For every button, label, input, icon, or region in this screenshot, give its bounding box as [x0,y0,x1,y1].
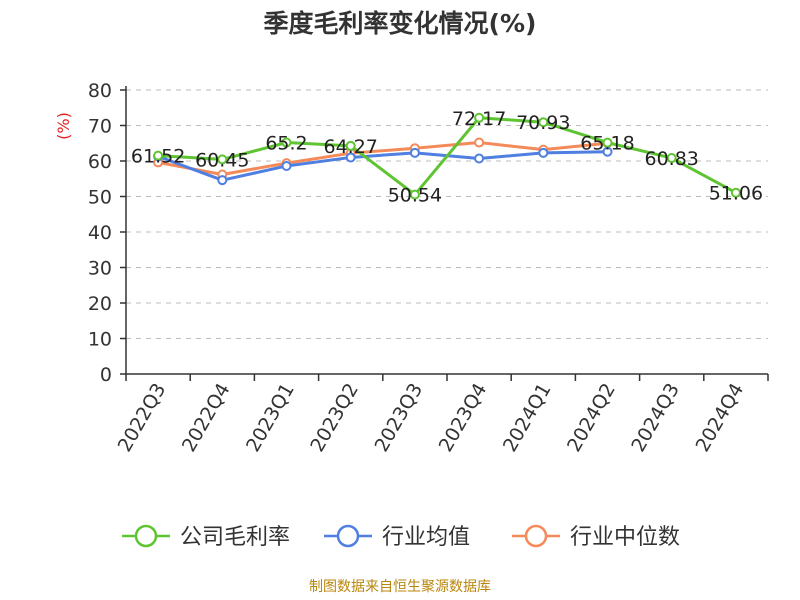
data-point [602,137,613,148]
y-tick-label: 50 [88,187,112,209]
data-point [538,147,549,158]
data-point [345,140,356,151]
data-point [217,154,228,165]
data-point [474,153,485,164]
data-label: 65.2 [265,133,307,155]
y-tick-label: 0 [100,364,112,386]
y-tick-label: 10 [88,329,112,351]
y-tick-label: 40 [88,222,112,244]
data-label: 51.06 [709,183,763,205]
data-point [217,175,228,186]
series-line [157,141,608,176]
chart-title: 季度毛利率变化情况(%) [263,9,537,38]
x-tick-label: 2022Q3 [114,380,171,456]
data-label: 61.52 [131,146,185,168]
y-tick-label: 20 [88,293,112,315]
y-tick-label: 60 [88,151,112,173]
data-point [409,147,420,158]
x-tick-label: 2023Q3 [370,380,427,456]
data-point [474,112,485,123]
data-point [281,160,292,171]
x-tick-label: 2023Q4 [435,380,492,456]
data-label: 70.93 [516,112,570,134]
data-point [602,146,613,157]
data-point [345,152,356,163]
data-point [474,137,485,148]
series-line [157,150,608,182]
y-tick-label: 30 [88,258,112,280]
legend-marker [336,524,360,548]
series-lines [153,112,741,200]
series-line [158,116,737,197]
grid-lines [126,89,768,339]
legend-marker [134,524,158,548]
y-unit-label: (%) [54,112,73,140]
x-tick-label: 2024Q3 [627,380,684,456]
data-point [281,137,292,148]
x-tick-label: 2023Q1 [242,380,299,456]
data-point [666,153,677,164]
data-label: 64.27 [323,136,377,158]
x-tick-label: 2022Q4 [178,380,235,456]
data-label: 50.54 [388,185,442,207]
data-point [538,117,549,128]
x-tick-label: 2024Q4 [691,380,748,456]
data-label: 60.83 [644,148,698,170]
data-point [409,189,420,200]
source-note: 制图数据来自恒生聚源数据库 [309,579,491,595]
y-tick-label: 70 [88,116,112,138]
legend-label: 公司毛利率 [180,525,290,550]
legend: 公司毛利率 行业均值 行业中位数 [122,524,680,550]
legend-label: 行业中位数 [570,525,680,550]
data-point [153,150,164,161]
data-point [730,187,741,198]
data-label: 65.18 [580,133,634,155]
y-tick-label: 80 [88,80,112,102]
data-labels: 61.52 60.45 65.2 64.27 50.54 72.17 70.93 65.18 6… [131,108,763,207]
x-tick-label: 2023Q2 [306,380,363,456]
x-tick-label: 2024Q2 [563,380,620,456]
data-label: 60.45 [195,149,249,171]
x-tick-label: 2024Q1 [499,380,556,456]
legend-label: 行业均值 [382,525,470,550]
data-label: 72.17 [452,108,506,130]
legend-marker [524,524,548,548]
